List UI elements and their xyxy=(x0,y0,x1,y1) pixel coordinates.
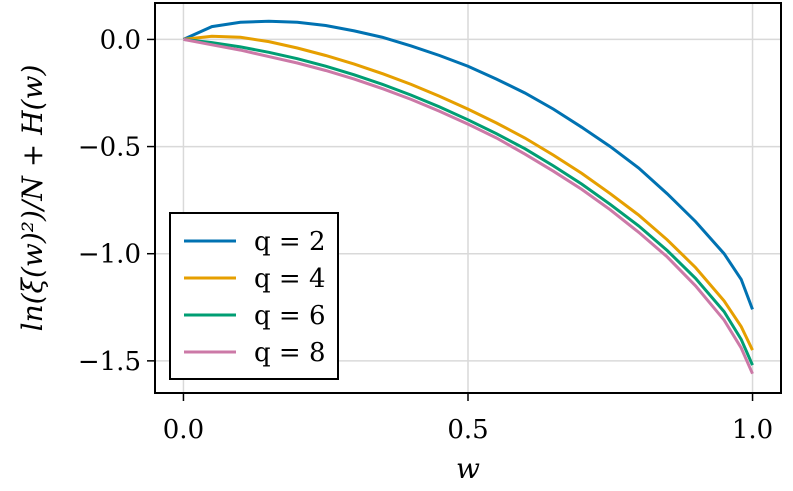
series-line-q1 xyxy=(182,19,754,310)
series-line-q2 xyxy=(183,34,754,351)
series-line-q3 xyxy=(183,37,754,366)
y-tick-label: −1.0 xyxy=(78,240,141,270)
legend-label: q = 6 xyxy=(254,301,326,331)
x-tick-labels: 0.0 0.5 1.0 xyxy=(163,415,773,445)
y-tick-labels: 0.0 −0.5 −1.0 −1.5 xyxy=(78,25,141,376)
y-axis-label: ln(ξ(w)²)/N + H(w) xyxy=(16,65,49,332)
x-tick-label: 0.5 xyxy=(447,415,488,445)
x-axis-label: w xyxy=(456,452,480,485)
series-line-q4 xyxy=(183,37,754,375)
legend-label: q = 2 xyxy=(254,227,326,257)
x-tick-label: 1.0 xyxy=(732,415,773,445)
legend-label: q = 8 xyxy=(254,338,326,368)
legend: q = 2 q = 4 q = 6 q = 8 xyxy=(169,212,339,380)
legend-label: q = 4 xyxy=(254,264,326,294)
axis-ticks xyxy=(147,38,754,401)
y-tick-label: 0.0 xyxy=(100,25,141,55)
y-tick-label: −0.5 xyxy=(78,133,141,163)
y-tick-label: −1.5 xyxy=(78,347,141,377)
series-lines xyxy=(182,19,754,375)
x-tick-label: 0.0 xyxy=(163,415,204,445)
